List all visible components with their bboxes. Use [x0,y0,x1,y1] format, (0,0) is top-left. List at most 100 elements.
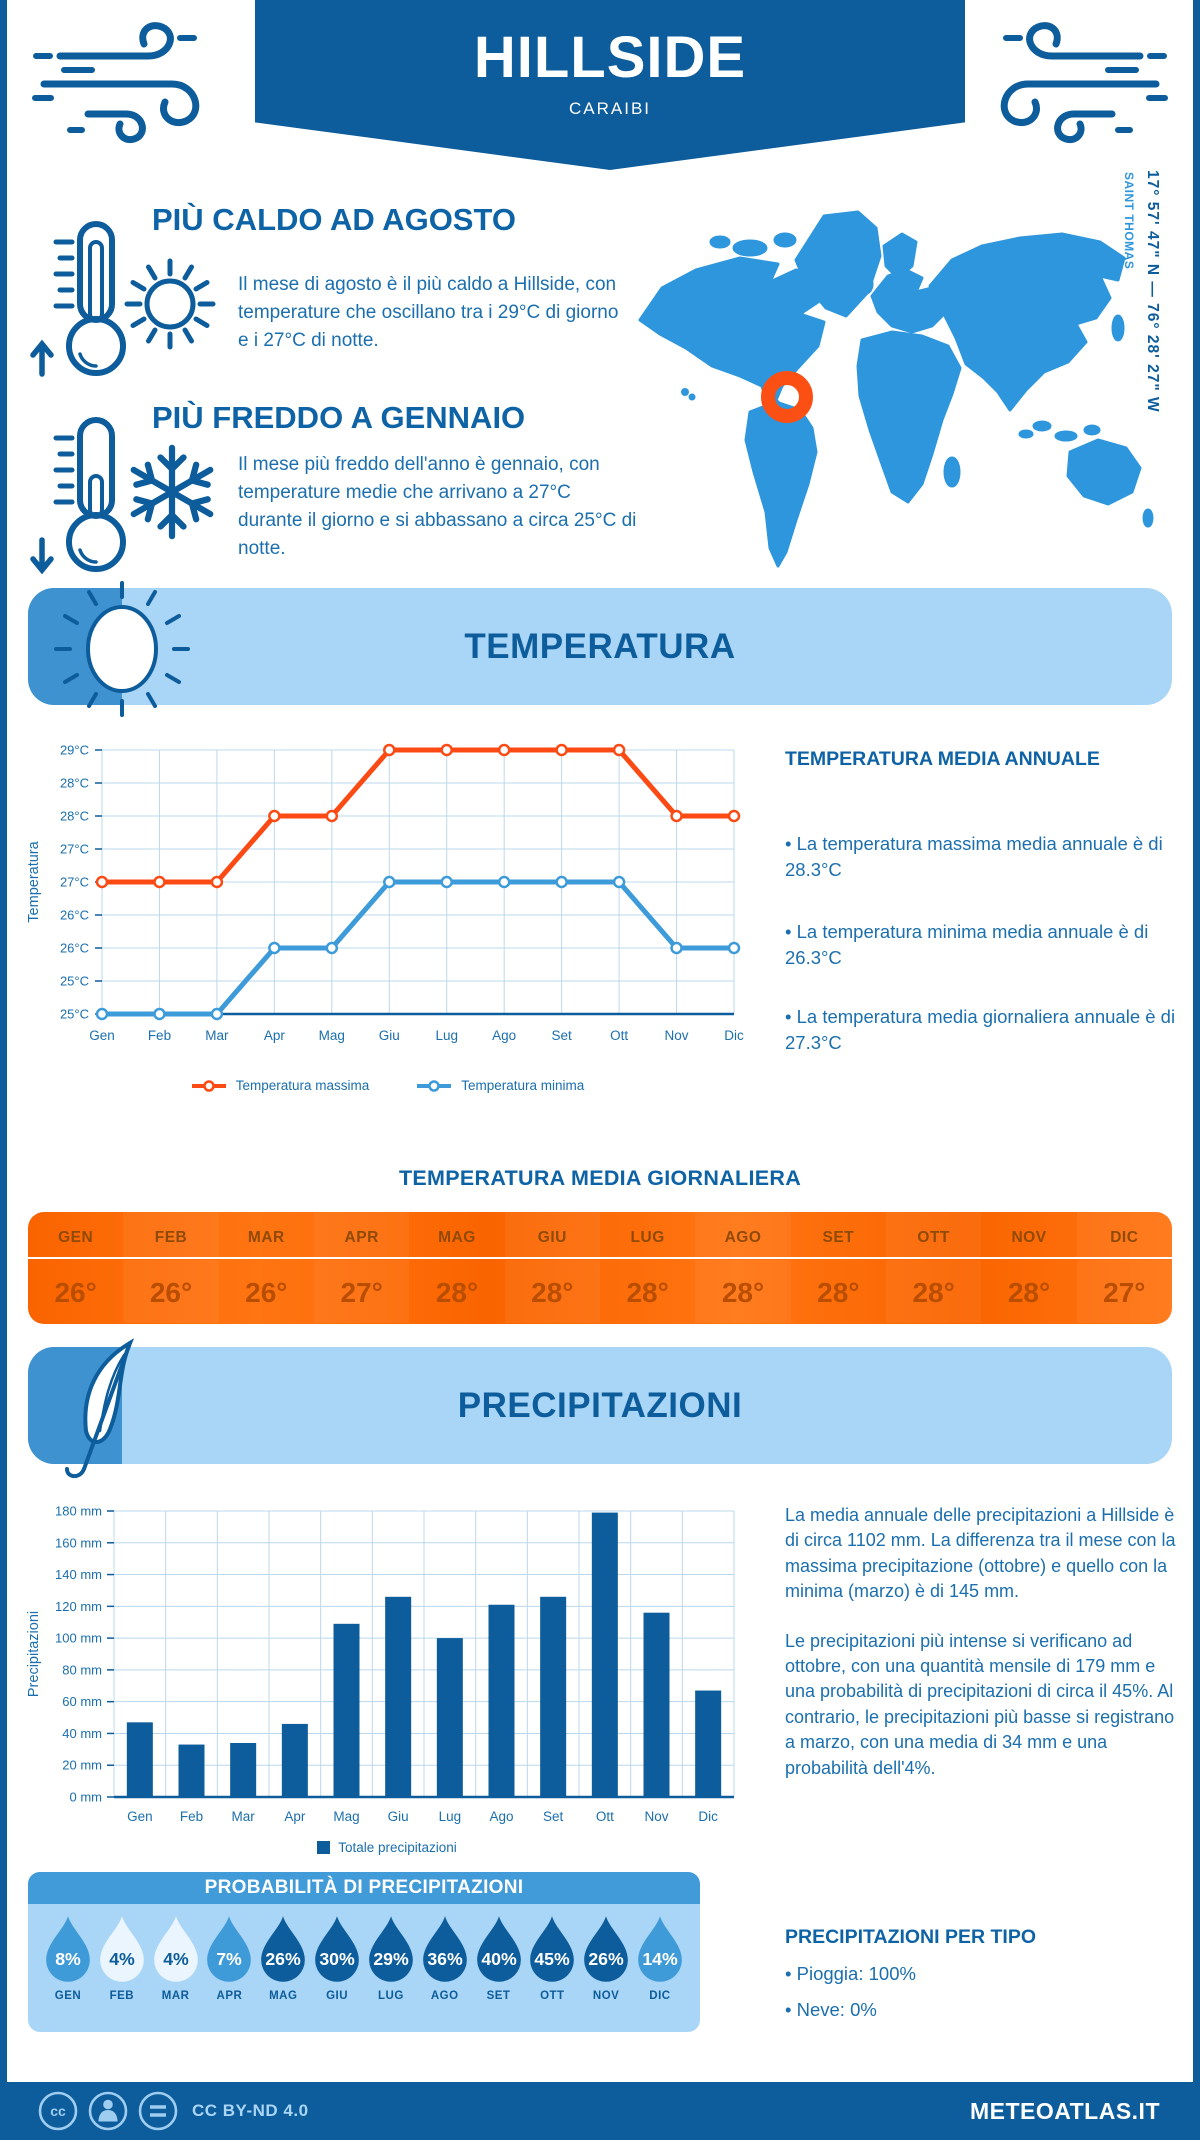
data-point [555,875,568,889]
table-month-cell: MAR [218,1212,314,1259]
table-month-cell: FEB [123,1212,219,1259]
axis-tick-label: 140 mm [55,1567,102,1582]
droplet-icon: 8% [46,1916,90,1982]
precipitation-chart: 0 mm 20 mm 40 mm 60 mm 80 mm 100 mm 120 mm 140 … [22,1497,752,1854]
table-value-cell: 26° [54,1277,97,1308]
axis-tick-label: 180 mm [55,1504,102,1519]
creative-commons-icons: cc [38,2091,178,2131]
bar [591,1512,618,1797]
droplet: 29% LUG [365,1914,417,2002]
table-month-cell: MAG [409,1212,505,1259]
data-point [440,875,453,889]
table-month-cell: GIU [504,1212,600,1259]
bar [643,1612,670,1797]
table-value-cell: 27° [314,1260,410,1323]
table-value-cell: 26° [123,1260,219,1323]
data-point [153,875,166,889]
droplet-icon: 29% [369,1916,413,1982]
droplet-percent: 45% [535,1949,571,1969]
data-point [325,809,339,823]
bar [695,1690,722,1797]
legend-label: Totale precipitazioni [338,1840,457,1855]
data-point [727,809,741,823]
world-map [638,210,1154,568]
temperature-chart-legend: Temperatura massima Temperatura minima [22,1078,752,1093]
table-value-cell: 28° [817,1277,860,1308]
axis-tick-label: Feb [148,1028,171,1043]
droplet-month: NOV [592,1990,620,2002]
wind-icon [1000,22,1168,144]
axis-tick-label: Mag [319,1028,345,1043]
bar [178,1744,205,1797]
table-month-cell: OTT [886,1212,982,1259]
droplet: 40% SET [473,1914,525,2002]
droplet-icon: 4% [99,1916,144,1982]
table-value-cell: 28° [626,1277,669,1308]
data-point [670,941,683,955]
data-point [497,875,511,889]
data-point [383,875,396,889]
south-america [744,400,818,568]
droplet-percent: 40% [481,1949,517,1969]
cold-section-title: PIÙ FREDDO A GENNAIO [152,400,526,435]
data-point [497,743,511,757]
table-value-cell: 27° [1076,1260,1172,1323]
axis-tick-label: Apr [284,1809,306,1824]
legend-item: Temperatura minima [415,1078,584,1093]
droplet-icon: 4% [153,1916,198,1982]
table-month-cell: SET [790,1212,886,1259]
droplet-percent: 8% [55,1949,81,1969]
data-point [268,941,281,955]
legend-swatch [191,1079,226,1092]
droplet: 36% AGO [419,1914,471,2002]
droplet-month: GIU [326,1990,349,2002]
monthly-temperature-table: GEN FEB MAR APR MAG GIU LUG AGO SET OTT NOV DIC 26° 2… [28,1212,1172,1324]
droplet: 26% MAG [257,1914,309,2002]
table-value-cell: 28° [886,1260,982,1323]
droplet-percent: 7% [217,1949,243,1969]
table-value-cell: 28° [695,1260,791,1323]
page-title: HILLSIDE [473,25,747,90]
data-point [210,875,224,889]
droplet-percent: 30% [319,1949,355,1969]
axis-tick-label: Giu [388,1809,409,1824]
table-month-cell: DIC [1076,1212,1172,1259]
axis-tick-label: 25°C [60,1007,89,1022]
droplet: 4% MAR [150,1914,202,2002]
greenland [794,210,882,318]
droplet: 8% GEN [42,1914,94,2002]
temperature-banner-title: TEMPERATURA [464,627,736,666]
bar [540,1596,567,1797]
droplet: 30% GIU [311,1914,363,2002]
axis-tick-label: Apr [264,1028,286,1043]
temperature-annual-aside: TEMPERATURA MEDIA ANNUALE • La temperatu… [785,748,1177,1056]
axis-tick-label: Giu [379,1028,400,1043]
table-month-cell: AGO [695,1212,791,1259]
data-point [95,875,109,889]
bar [126,1722,153,1797]
series-line [102,747,734,885]
axis-tick-label: Ago [489,1809,513,1824]
axis-tick-label: 28°C [60,776,89,791]
axis-tick-label: 28°C [60,809,89,824]
axis-tick-label: 26°C [60,908,89,923]
axis-tick-label: Dic [724,1028,744,1043]
annual-bullet: • La temperatura media giornaliera annua… [785,1006,1176,1053]
scandinavia [882,232,918,280]
axis-tick-label: Lug [439,1809,462,1824]
table-value-cell: 28° [435,1277,479,1308]
bar [230,1742,257,1797]
droplet: 26% NOV [580,1914,632,2002]
data-point [268,809,281,823]
wind-icon [32,22,200,144]
per-type-item: • Neve: 0% [785,1999,877,2020]
data-point [210,1007,224,1021]
location-place: SAINT THOMAS [1122,172,1136,270]
per-type-title: PRECIPITAZIONI PER TIPO [785,1926,1036,1948]
page-subtitle: CARAIBI [568,99,652,118]
axis-tick-label: 26°C [60,941,89,956]
droplet-icon: 45% [530,1916,575,1982]
droplet: 45% OTT [526,1914,578,2002]
